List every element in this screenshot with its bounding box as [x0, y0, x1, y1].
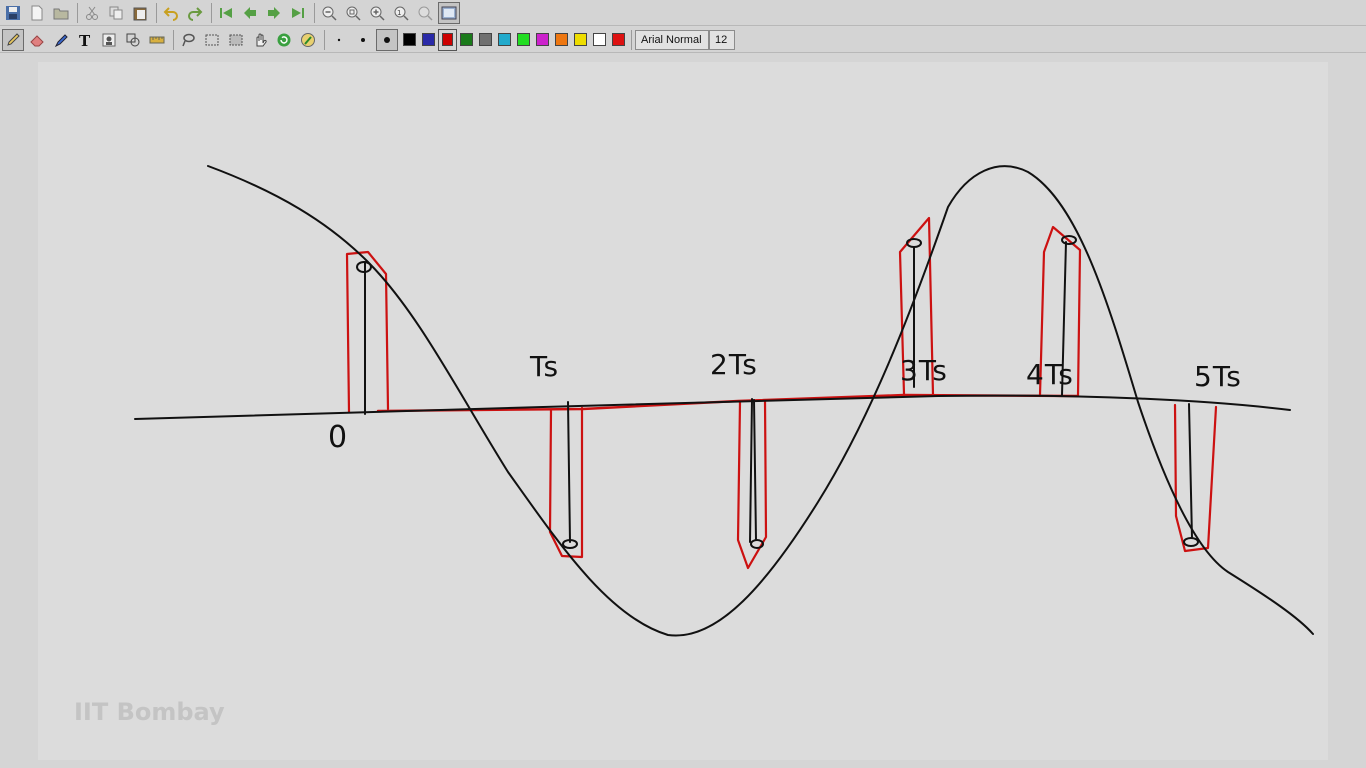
color-swatch-fill — [403, 33, 416, 46]
refresh-icon[interactable] — [273, 29, 295, 51]
color-swatch[interactable] — [438, 28, 457, 51]
sample-stick-4 — [1061, 241, 1067, 396]
color-swatch-fill — [555, 33, 568, 46]
color-swatch[interactable] — [552, 29, 571, 51]
zoom-region-icon[interactable] — [414, 2, 436, 24]
zoom-in-icon[interactable] — [366, 2, 388, 24]
color-swatch-fill — [460, 33, 473, 46]
sample-stick-2 — [749, 398, 757, 543]
red-pulse-2 — [736, 398, 768, 570]
red-pulse-3 — [898, 216, 935, 397]
pen-size-large[interactable] — [376, 28, 398, 51]
sample-stick-1 — [567, 401, 571, 543]
label-zero: 0 — [328, 420, 349, 455]
label-3ts: 3Ts — [900, 354, 948, 387]
label-4ts: 4Ts — [1026, 358, 1074, 391]
pen-size-small[interactable] — [328, 29, 350, 51]
select-rect-icon[interactable] — [201, 29, 223, 51]
eraser-icon[interactable] — [26, 29, 48, 51]
whiteboard-drawing — [134, 165, 1314, 637]
svg-text:T: T — [79, 32, 91, 48]
toolbar-separator — [211, 2, 212, 23]
label-ts: Ts — [530, 350, 560, 383]
save-icon[interactable] — [2, 2, 24, 24]
sample-stick-5 — [1188, 403, 1193, 539]
zoom-fit-icon[interactable] — [342, 2, 364, 24]
label-5ts: 5Ts — [1194, 360, 1242, 393]
pen-icon[interactable] — [2, 28, 24, 51]
color-swatch[interactable] — [533, 29, 552, 51]
drawing-toolbar: T Arial Normal 12 — [0, 27, 1366, 53]
color-swatch-fill — [612, 33, 625, 46]
zoom-actual-icon[interactable]: 1 — [390, 2, 412, 24]
color-swatch[interactable] — [571, 29, 590, 51]
color-swatch[interactable] — [590, 29, 609, 51]
color-swatch-fill — [479, 33, 492, 46]
sample-dot-4 — [1061, 235, 1077, 245]
copy-icon[interactable] — [105, 2, 127, 24]
label-2ts: 2Ts — [710, 348, 758, 381]
time-axis — [134, 394, 1291, 420]
color-swatch-fill — [536, 33, 549, 46]
color-swatch[interactable] — [609, 29, 628, 51]
toolbar-separator — [77, 2, 78, 23]
red-pulse-5 — [1173, 403, 1218, 553]
red-pulse-0 — [345, 250, 390, 414]
redo-icon[interactable] — [184, 2, 206, 24]
first-page-icon[interactable] — [215, 2, 237, 24]
open-icon[interactable] — [50, 2, 72, 24]
undo-icon[interactable] — [160, 2, 182, 24]
toolbar-separator — [324, 29, 325, 50]
toolbar-separator — [314, 2, 315, 23]
color-palette — [400, 28, 628, 51]
font-size-field[interactable]: 12 — [709, 29, 735, 50]
stamp-icon[interactable] — [98, 29, 120, 51]
svg-text:1: 1 — [397, 9, 401, 17]
color-swatch-fill — [422, 33, 435, 46]
color-swatch-fill — [498, 33, 511, 46]
toolbar-separator — [631, 29, 632, 50]
pen-style-icon[interactable] — [297, 29, 319, 51]
shape-icon[interactable] — [122, 29, 144, 51]
lasso-icon[interactable] — [177, 29, 199, 51]
paste-icon[interactable] — [129, 2, 151, 24]
watermark-logo: IIT Bombay — [74, 698, 225, 726]
color-swatch[interactable] — [514, 29, 533, 51]
new-page-icon[interactable] — [26, 2, 48, 24]
color-swatch-fill — [593, 33, 606, 46]
color-swatch-fill — [442, 33, 453, 46]
pen-size-medium[interactable] — [352, 29, 374, 51]
color-swatch-fill — [517, 33, 530, 46]
select-region-icon[interactable] — [225, 29, 247, 51]
color-swatch[interactable] — [400, 29, 419, 51]
sample-dot-3 — [906, 238, 922, 248]
color-swatch[interactable] — [495, 29, 514, 51]
color-swatch[interactable] — [476, 29, 495, 51]
last-page-icon[interactable] — [287, 2, 309, 24]
fullscreen-icon[interactable] — [438, 1, 460, 24]
font-name-field[interactable]: Arial Normal — [635, 29, 709, 50]
whiteboard-canvas[interactable]: 0 Ts 2Ts 3Ts 4Ts 5Ts IIT Bombay — [38, 62, 1328, 760]
red-pulse-1 — [548, 406, 584, 559]
sample-dot-5 — [1183, 537, 1199, 547]
cut-icon[interactable] — [81, 2, 103, 24]
color-swatch-fill — [574, 33, 587, 46]
toolbar-separator — [156, 2, 157, 23]
sine-wave-curve — [207, 165, 1314, 637]
toolbar-separator — [173, 29, 174, 50]
color-swatch[interactable] — [457, 29, 476, 51]
ruler-icon[interactable] — [146, 29, 168, 51]
sample-dot-1 — [562, 539, 578, 549]
hand-icon[interactable] — [249, 29, 271, 51]
text-icon[interactable]: T — [74, 29, 96, 51]
highlighter-icon[interactable] — [50, 29, 72, 51]
sample-dot-0 — [356, 261, 372, 273]
red-pulse-4 — [1038, 225, 1082, 398]
color-swatch[interactable] — [419, 29, 438, 51]
zoom-out-icon[interactable] — [318, 2, 340, 24]
main-toolbar: 1 — [0, 0, 1366, 26]
sample-dot-2 — [750, 539, 764, 549]
next-page-icon[interactable] — [263, 2, 285, 24]
prev-page-icon[interactable] — [239, 2, 261, 24]
